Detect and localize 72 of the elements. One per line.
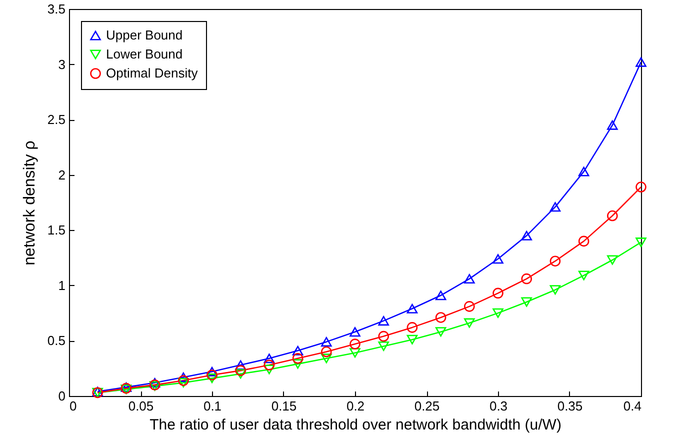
point <box>578 270 590 280</box>
point <box>350 327 360 337</box>
point <box>378 330 389 342</box>
point <box>350 348 360 358</box>
point <box>235 360 246 370</box>
y-tick-label: 0 <box>58 388 66 404</box>
point <box>206 370 218 380</box>
y-tick-label: 2 <box>58 167 66 182</box>
y-tick-label: 1.5 <box>47 222 66 238</box>
x-tick-label: 0.25 <box>414 398 440 414</box>
point <box>264 354 275 364</box>
point <box>206 374 218 384</box>
point <box>521 273 532 284</box>
point <box>521 297 532 307</box>
point <box>235 365 246 376</box>
point <box>550 256 561 266</box>
point <box>406 322 418 333</box>
x-tick-label: 0.1 <box>203 398 222 414</box>
x-tick-label: 0.05 <box>128 398 154 414</box>
point <box>636 182 646 192</box>
point <box>521 230 532 240</box>
point <box>321 337 332 347</box>
point <box>292 346 304 356</box>
point <box>264 364 275 374</box>
legend-label: Lower Bound <box>106 46 183 62</box>
x-tick-label: 0.2 <box>346 398 365 414</box>
point <box>464 318 475 328</box>
x-axis-title: The ratio of user data threshold over network bandwidth (u/W) <box>150 416 562 434</box>
point <box>378 341 389 351</box>
point <box>607 210 618 222</box>
point <box>607 120 618 130</box>
point <box>636 57 646 67</box>
x-tick-label: 0 <box>70 398 77 414</box>
point <box>321 354 332 364</box>
point <box>292 359 304 369</box>
y-tick-label: 0.5 <box>47 333 66 348</box>
point <box>636 238 646 248</box>
point <box>350 338 360 350</box>
point <box>406 304 418 314</box>
point <box>578 236 590 247</box>
point <box>492 288 504 299</box>
legend-label: Upper Bound <box>106 28 183 42</box>
point <box>292 353 304 364</box>
point <box>406 334 418 344</box>
point <box>178 378 189 388</box>
legend-label: Optimal Density <box>106 66 198 80</box>
y-tick-label: 2.5 <box>47 112 66 128</box>
point <box>178 375 189 386</box>
point <box>492 308 504 318</box>
point <box>550 202 561 212</box>
point <box>235 369 246 379</box>
x-tick-label: 0.35 <box>557 398 583 414</box>
y-tick-label: 1 <box>58 278 66 293</box>
x-tick-label: 0.4 <box>623 398 642 414</box>
point <box>578 166 590 176</box>
point <box>435 312 446 323</box>
y-tick-label: 3.5 <box>47 2 66 16</box>
y-axis-title: network density ρ <box>21 140 38 266</box>
point <box>607 255 618 265</box>
point <box>378 316 389 326</box>
point <box>321 346 332 358</box>
point <box>264 360 275 370</box>
point <box>206 366 218 376</box>
y-tick-label: 3 <box>58 56 66 72</box>
point <box>435 327 446 337</box>
point <box>464 301 475 312</box>
point <box>492 254 504 264</box>
x-tick-label: 0.3 <box>489 398 508 414</box>
point <box>435 290 446 300</box>
point <box>464 274 475 284</box>
point <box>550 285 561 295</box>
x-tick-label: 0.15 <box>271 398 297 414</box>
